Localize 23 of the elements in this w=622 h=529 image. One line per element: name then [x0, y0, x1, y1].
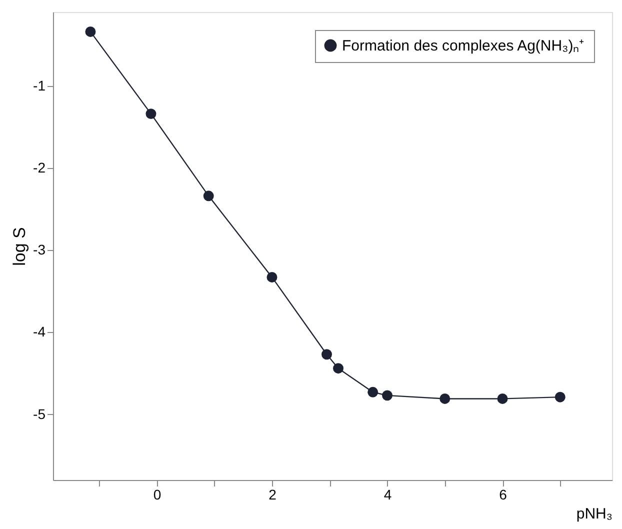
point — [266, 272, 278, 282]
point — [382, 390, 392, 401]
x-axis-title: pNH₃ — [576, 506, 612, 522]
point — [333, 363, 344, 374]
point — [321, 349, 332, 360]
point — [368, 386, 378, 398]
y-tick-label: -1 — [33, 77, 46, 94]
y-axis-title: log S — [10, 227, 30, 266]
x-tick-label: 2 — [268, 486, 277, 502]
point — [440, 393, 450, 404]
point — [554, 392, 566, 402]
y-tick-label: -3 — [33, 242, 46, 258]
point — [497, 393, 508, 404]
point — [85, 26, 96, 37]
x-tick-label: 4 — [384, 486, 392, 502]
y-tick-label: -5 — [33, 406, 46, 422]
x-tick-label: 0 — [153, 486, 162, 502]
point — [146, 108, 156, 120]
x-tick-label: 6 — [499, 486, 508, 502]
y-tick-label: -4 — [33, 324, 46, 340]
y-tick-label: -2 — [33, 160, 46, 176]
legend-label: Formation des complexes Ag(NH₃)ₙ⁺ — [342, 38, 584, 54]
point — [203, 190, 214, 202]
